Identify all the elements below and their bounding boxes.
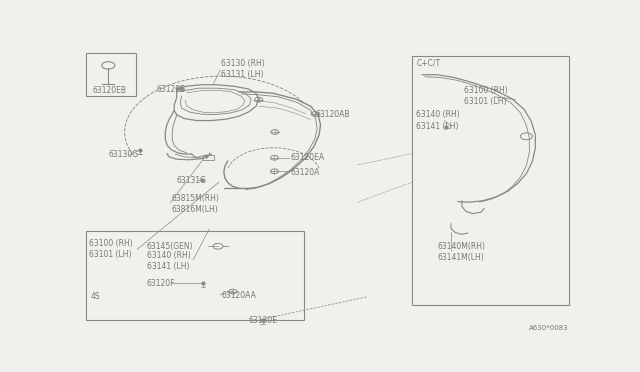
- Text: 63100 (RH)
63101 (LH): 63100 (RH) 63101 (LH): [89, 240, 132, 260]
- Text: 63140M(RH)
63141M(LH): 63140M(RH) 63141M(LH): [437, 242, 485, 262]
- Text: 63130G: 63130G: [109, 150, 139, 160]
- Text: 63145(GEN): 63145(GEN): [147, 242, 193, 251]
- FancyBboxPatch shape: [203, 155, 214, 160]
- Text: 63140 (RH)
63141 (LH): 63140 (RH) 63141 (LH): [147, 251, 191, 271]
- Text: 63120EB: 63120EB: [93, 86, 127, 95]
- Text: 63131G: 63131G: [177, 176, 207, 185]
- Text: 63120AA: 63120AA: [221, 291, 256, 300]
- Text: 63130E: 63130E: [249, 316, 278, 325]
- Text: 63120E: 63120E: [157, 84, 186, 93]
- Text: 63120F: 63120F: [147, 279, 175, 288]
- Text: 63120EA: 63120EA: [291, 153, 325, 162]
- Text: C+C/T: C+C/T: [416, 59, 440, 68]
- Text: A630*0083: A630*0083: [529, 325, 568, 331]
- Text: 63815M(RH)
63816M(LH): 63815M(RH) 63816M(LH): [172, 193, 220, 214]
- FancyBboxPatch shape: [412, 56, 568, 305]
- Text: 4S: 4S: [91, 292, 100, 301]
- Text: 63130 (RH)
63131 (LH): 63130 (RH) 63131 (LH): [221, 59, 265, 79]
- FancyBboxPatch shape: [86, 231, 304, 320]
- Text: 63120AB: 63120AB: [316, 110, 350, 119]
- Text: 63100 (RH)
63101 (LH): 63100 (RH) 63101 (LH): [465, 86, 508, 106]
- Text: 63120A: 63120A: [291, 168, 320, 177]
- Text: 63140 (RH)
63141 (LH): 63140 (RH) 63141 (LH): [416, 110, 460, 131]
- FancyBboxPatch shape: [86, 53, 136, 96]
